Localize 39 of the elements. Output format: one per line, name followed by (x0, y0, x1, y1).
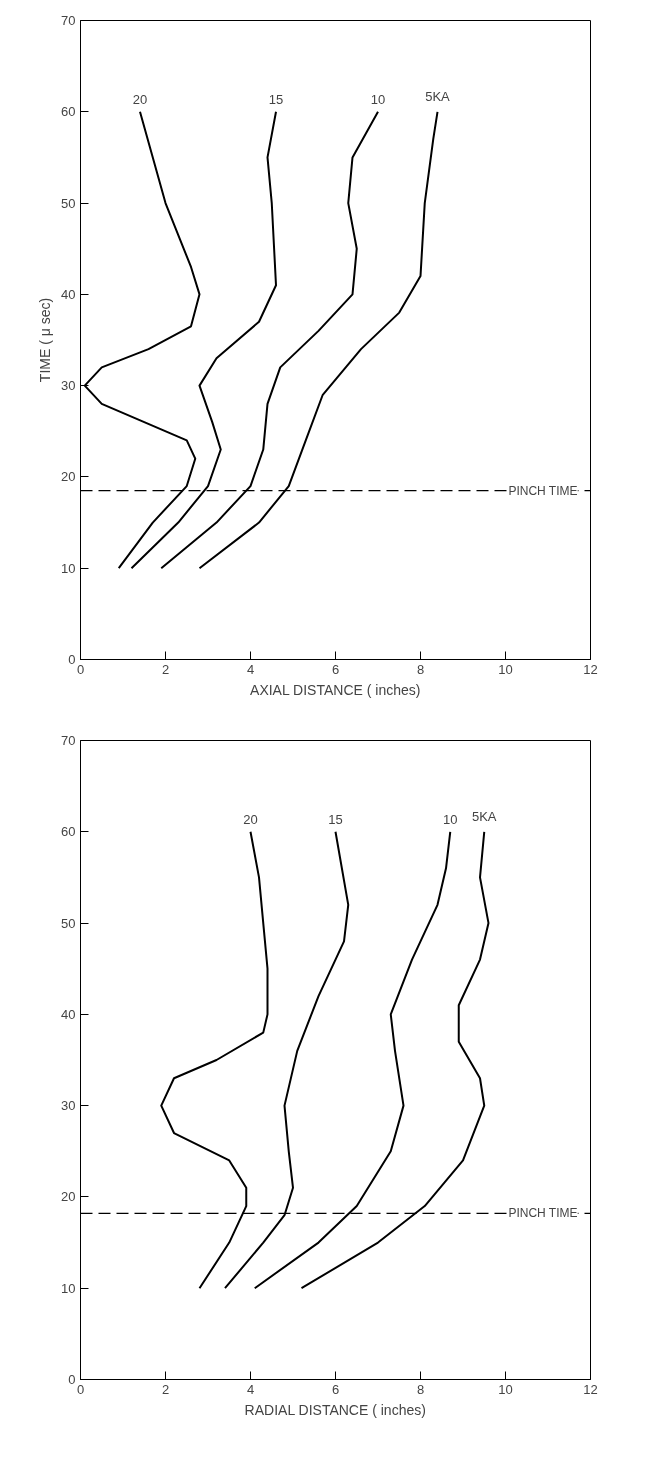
series-label: 20 (132, 91, 148, 107)
x-tick-label: 8 (416, 661, 425, 677)
series-label: 20 (243, 811, 258, 827)
series-label: 5KA (425, 88, 451, 104)
y-tick-label: 20 (61, 469, 76, 485)
y-tick-label: 10 (61, 1280, 76, 1296)
x-tick-label: 6 (331, 661, 340, 677)
series-label: 10 (370, 91, 386, 107)
y-tick-label: 50 (61, 195, 76, 211)
x-tick-label: 4 (246, 1381, 255, 1397)
ref-line-label: PINCH TIME (508, 483, 578, 498)
x-axis-title: AXIAL DISTANCE ( inches) (250, 681, 421, 698)
ref-line-label: PINCH TIME (508, 1206, 578, 1221)
x-tick-label: 10 (498, 661, 513, 677)
y-tick-label: 20 (61, 1189, 76, 1205)
y-tick-label: 30 (61, 378, 76, 394)
x-tick-label: 4 (246, 661, 255, 677)
x-axis-title: RADIAL DISTANCE ( inches) (244, 1401, 426, 1418)
x-tick-label: 12 (583, 1381, 598, 1397)
x-tick-label: 12 (583, 661, 598, 677)
x-tick-label: 6 (331, 1381, 340, 1397)
series-label: 15 (268, 91, 284, 107)
x-tick-label: 2 (161, 661, 170, 677)
x-tick-label: 10 (498, 1381, 513, 1397)
x-tick-label: 8 (416, 1381, 425, 1397)
y-tick-label: 60 (61, 104, 76, 120)
series-label: 10 (443, 811, 458, 827)
series-label: 15 (328, 811, 343, 827)
x-tick-label: 2 (161, 1381, 170, 1397)
y-tick-label: 10 (61, 560, 76, 576)
y-axis-title: TIME ( μ sec) (37, 297, 54, 383)
y-tick-label: 70 (61, 13, 76, 28)
y-tick-label: 40 (61, 286, 76, 302)
series-label: 5KA (471, 808, 497, 824)
y-tick-label: 70 (61, 733, 76, 748)
y-tick-label: 30 (61, 1098, 76, 1114)
y-tick-label: 50 (61, 915, 76, 931)
y-tick-label: 40 (61, 1006, 76, 1022)
y-tick-label: 60 (61, 824, 76, 840)
